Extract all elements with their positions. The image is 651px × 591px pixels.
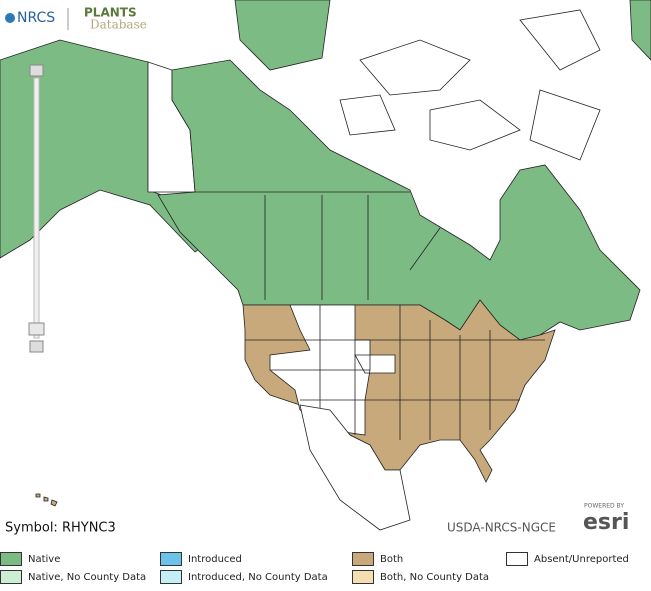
legend-label: Absent/Unreported (534, 553, 629, 565)
zoom-thumb[interactable] (28, 322, 45, 336)
logo-database: Database (90, 18, 147, 32)
legend-item: Native, No County Data (0, 570, 146, 584)
state-lines (245, 305, 545, 440)
zoom-out[interactable] (29, 340, 44, 353)
hawaii (35, 493, 58, 507)
esri-logo: esri (583, 510, 629, 535)
province-lines (195, 191, 441, 300)
zoom-in[interactable] (29, 64, 44, 77)
legend-item: Introduced, No County Data (160, 570, 328, 584)
zoom-track[interactable] (33, 77, 40, 339)
nrcs-logo: NRCS PLANTS Database (5, 6, 147, 32)
legend: Native Introduced Both Absent/Unreported Nat… (0, 548, 651, 591)
canada (157, 59, 641, 341)
zoom-slider[interactable] (28, 64, 45, 353)
map: NRCS PLANTS Database Symbol: RHYNC3 USDA… (0, 0, 651, 536)
map-shapes (0, 0, 651, 531)
greenland (234, 0, 331, 71)
legend-swatch (0, 570, 22, 584)
legend-label: Native, No County Data (28, 571, 147, 583)
greenland-east (629, 0, 651, 61)
legend-item: Introduced (160, 552, 242, 566)
credit: USDA-NRCS-NGCE (447, 521, 556, 535)
logo-nrcs: NRCS (17, 10, 55, 26)
arctic-islands (339, 9, 601, 161)
legend-swatch (506, 552, 528, 566)
esri-powered: POWERED BY (584, 503, 624, 510)
legend-label: Native (28, 553, 61, 565)
logo-plants: PLANTS (84, 6, 137, 20)
symbol: Symbol: RHYNC3 (5, 521, 116, 536)
legend-swatch (160, 552, 182, 566)
legend-label: Both (380, 553, 404, 565)
legend-label: Introduced, No County Data (188, 571, 328, 583)
legend-swatch (352, 570, 374, 584)
legend-item: Both (352, 552, 403, 566)
legend-label: Both, No County Data (380, 571, 490, 583)
legend-item: Absent/Unreported (506, 552, 629, 566)
legend-swatch (352, 552, 374, 566)
legend-swatch (0, 552, 22, 566)
mexico (299, 404, 411, 531)
legend-label: Introduced (188, 553, 242, 565)
legend-item: Both, No County Data (352, 570, 489, 584)
legend-swatch (160, 570, 182, 584)
legend-item: Native (0, 552, 60, 566)
